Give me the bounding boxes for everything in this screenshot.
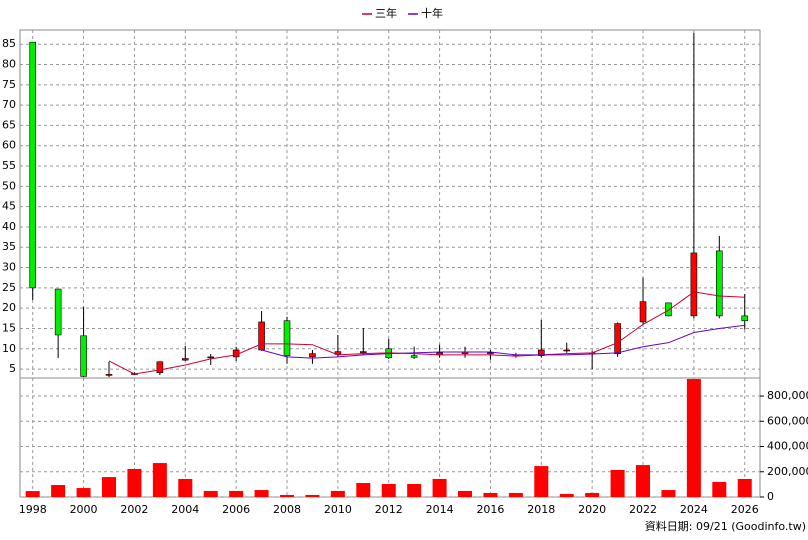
y-tick-label: 45 [2, 200, 16, 213]
candle-body [563, 349, 571, 352]
x-tick-label: 2022 [629, 503, 657, 516]
volume-bar [356, 482, 371, 497]
y-tick-label: 70 [2, 98, 16, 111]
y-tick-label: 85 [2, 37, 16, 50]
candle-body [639, 301, 647, 323]
volume-bar [280, 494, 295, 497]
plot-frame [19, 29, 761, 498]
volume-bar [178, 478, 193, 497]
y-tick-label: 30 [2, 261, 16, 274]
y-tick-label: 55 [2, 159, 16, 172]
x-tick-label: 2018 [527, 503, 555, 516]
candle-body [410, 355, 418, 358]
volume-bar [712, 481, 727, 497]
y2-tick-label: 600,000 [767, 414, 808, 427]
x-tick-label: 2014 [426, 503, 454, 516]
x-tick-label: 2010 [324, 503, 352, 516]
volume-bar [737, 478, 752, 497]
volume-bar [229, 490, 244, 497]
candle-body [665, 302, 672, 317]
candle-body [105, 374, 113, 376]
candle-body [156, 361, 164, 374]
candle-body [80, 335, 87, 377]
source-note: 資料日期: 09/21 (Goodinfo.tw) [645, 519, 806, 533]
candle-body [690, 252, 698, 317]
x-tick-label: 1998 [19, 503, 47, 516]
x-tick-label: 2008 [273, 503, 301, 516]
y-tick-label: 15 [2, 321, 16, 334]
x-tick-label: 2000 [70, 503, 98, 516]
y-tick-label: 25 [2, 281, 16, 294]
y2-tick-label: 0 [767, 490, 774, 503]
volume-bar [559, 493, 574, 497]
volume-bar [636, 465, 651, 497]
volume-bar [585, 492, 600, 497]
volume-bar [381, 484, 396, 497]
volume-bar [102, 477, 117, 497]
volume-bar [661, 490, 676, 497]
ma-line [261, 324, 745, 359]
x-tick-label: 2016 [476, 503, 504, 516]
x-tick-label: 2020 [578, 503, 606, 516]
x-tick-label: 2012 [375, 503, 403, 516]
volume-bar [127, 468, 142, 497]
volume-bar [508, 492, 523, 497]
x-tick-label: 2006 [222, 503, 250, 516]
candle-body [54, 288, 62, 336]
volume-bar [610, 469, 625, 497]
x-tick-label: 2002 [120, 503, 148, 516]
volume-bar [432, 478, 447, 497]
volume-bar [458, 490, 473, 497]
candle-body [283, 320, 291, 356]
x-tick-label: 2026 [731, 503, 759, 516]
y-tick-label: 35 [2, 240, 16, 253]
candle-body [716, 250, 723, 317]
volume-bar [203, 490, 218, 497]
candle-body [207, 356, 215, 359]
legend-label: 十年 [421, 6, 443, 20]
y-tick-label: 20 [2, 301, 16, 314]
y-tick-label: 75 [2, 78, 16, 91]
y-tick-label: 50 [2, 179, 16, 192]
volume-bar [152, 463, 167, 497]
candle-body [258, 321, 265, 351]
y-tick-label: 40 [2, 220, 16, 233]
candle-body [741, 315, 749, 322]
volume-bar [305, 494, 320, 497]
volume-bar [76, 488, 91, 497]
y-tick-label: 60 [2, 139, 16, 152]
volume-bar [51, 485, 66, 497]
volume-bar [534, 466, 549, 497]
volume-bar [254, 490, 269, 497]
y2-tick-label: 400,000 [767, 440, 808, 453]
candle-body [487, 352, 494, 355]
volume-bar [330, 490, 345, 497]
x-tick-label: 2024 [680, 503, 708, 516]
volume-bar [483, 492, 498, 497]
volume-bar [407, 484, 422, 497]
y-tick-label: 65 [2, 118, 16, 131]
y2-tick-label: 800,000 [767, 389, 808, 402]
ma-line [108, 291, 745, 375]
candle-body [359, 351, 367, 354]
candle-body [614, 323, 621, 354]
volume-bar [25, 491, 40, 497]
y-tick-label: 80 [2, 58, 16, 71]
y-tick-label: 10 [2, 342, 16, 355]
legend-label: 三年 [375, 6, 397, 20]
y2-tick-label: 200,000 [767, 465, 808, 478]
y-tick-label: 5 [9, 362, 16, 375]
x-tick-label: 2004 [171, 503, 199, 516]
candle-body [181, 358, 189, 361]
candle-body [309, 353, 316, 358]
candle-body [29, 41, 37, 289]
volume-bar [686, 379, 701, 497]
candle-body [538, 349, 545, 356]
